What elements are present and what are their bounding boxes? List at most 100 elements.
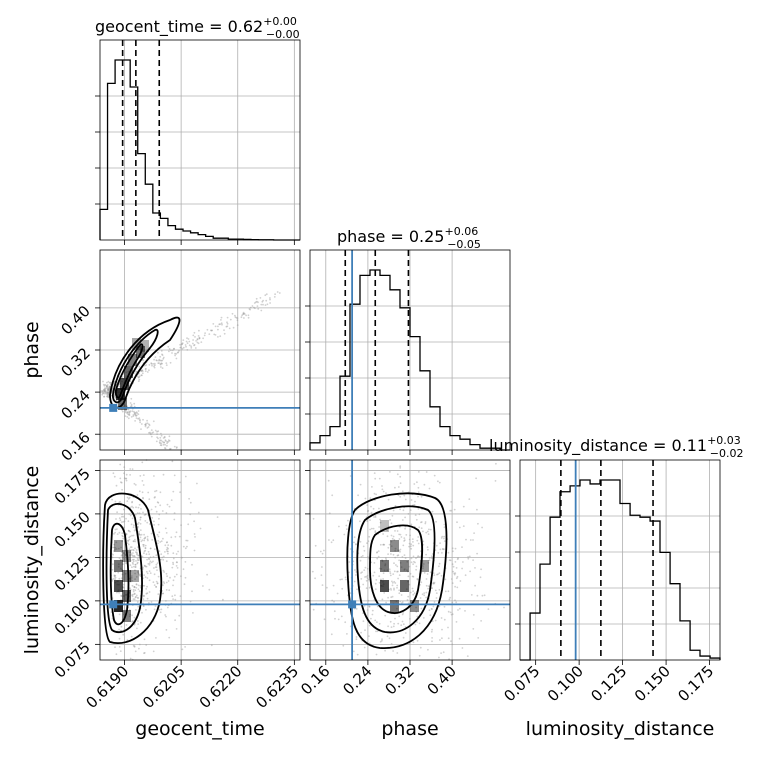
scatter-point <box>389 570 391 573</box>
scatter-point <box>111 568 114 571</box>
x-tick-label: 0.6235 <box>252 662 302 712</box>
scatter-point <box>122 535 124 538</box>
scatter-point <box>108 388 110 391</box>
scatter-point <box>139 421 141 424</box>
title-luminosity-distance: luminosity_distance = 0.11+0.03 −0.02 <box>489 434 744 460</box>
scatter-point <box>157 501 160 504</box>
scatter-point <box>134 578 136 580</box>
scatter-point <box>134 484 137 486</box>
scatter-point <box>448 598 451 601</box>
scatter-point <box>390 643 393 645</box>
scatter-point <box>175 628 178 630</box>
scatter-point <box>336 592 339 595</box>
scatter-point <box>162 443 165 446</box>
scatter-point <box>107 388 109 391</box>
scatter-point <box>456 558 459 561</box>
scatter-point <box>433 574 436 576</box>
scatter-point <box>112 472 115 475</box>
scatter-point <box>399 482 402 485</box>
scatter-point <box>121 532 124 535</box>
scatter-point <box>438 656 440 659</box>
density-cell <box>390 540 399 552</box>
scatter-point <box>229 318 232 321</box>
scatter-point <box>431 640 433 643</box>
scatter-point <box>137 554 140 557</box>
scatter-point <box>120 558 122 561</box>
scatter-point <box>157 593 160 595</box>
scatter-point <box>152 581 155 584</box>
scatter-point <box>472 628 475 630</box>
scatter-point <box>476 552 478 555</box>
scatter-point <box>129 535 132 538</box>
scatter-point <box>129 530 131 533</box>
scatter-point <box>342 644 345 647</box>
scatter-point <box>197 342 200 345</box>
scatter-point <box>153 475 155 477</box>
scatter-point <box>319 550 322 553</box>
scatter-point <box>432 605 435 608</box>
scatter-point <box>136 627 138 630</box>
scatter-point <box>328 539 330 541</box>
scatter-point <box>107 392 110 395</box>
panel-geocent-time-phase: 0.160.240.320.40 <box>57 249 301 465</box>
scatter-point <box>116 591 118 594</box>
scatter-point <box>131 561 134 564</box>
scatter-point <box>399 467 402 469</box>
scatter-point <box>134 596 137 599</box>
scatter-point <box>400 624 403 627</box>
scatter-point <box>221 323 223 326</box>
scatter-point <box>470 594 473 596</box>
scatter-point <box>476 594 479 597</box>
scatter-point <box>120 481 122 484</box>
scatter-point <box>454 572 457 575</box>
scatter-point <box>212 323 215 325</box>
scatter-point <box>141 370 144 372</box>
scatter-point <box>453 572 456 575</box>
scatter-point <box>413 592 416 595</box>
scatter-point <box>103 395 106 398</box>
density-cell <box>400 560 409 572</box>
scatter-point <box>422 540 425 543</box>
scatter-point <box>366 577 369 579</box>
scatter-point <box>140 370 143 373</box>
scatter-point <box>172 561 174 564</box>
scatter-point <box>399 465 402 468</box>
scatter-point <box>152 560 154 563</box>
scatter-point <box>132 644 135 647</box>
scatter-point <box>226 325 229 328</box>
scatter-point <box>146 577 149 579</box>
density-cell <box>114 540 123 552</box>
scatter-point <box>160 359 163 362</box>
scatter-point <box>137 417 139 420</box>
scatter-point <box>143 533 145 536</box>
scatter-point <box>432 582 435 585</box>
scatter-point <box>206 573 208 576</box>
scatter-point <box>412 593 415 596</box>
scatter-point <box>456 575 459 578</box>
scatter-point <box>253 302 256 304</box>
scatter-point <box>141 369 143 372</box>
y-tick-label: 0.125 <box>51 551 94 594</box>
scatter-point <box>122 520 125 523</box>
scatter-point <box>431 608 433 610</box>
scatter-point <box>128 548 131 551</box>
scatter-point <box>132 549 135 552</box>
scatter-point <box>415 557 417 560</box>
histogram-step <box>99 59 300 241</box>
scatter-point <box>416 578 419 581</box>
panel-geocent-time-hist <box>95 39 301 245</box>
scatter-point <box>108 389 111 392</box>
scatter-point <box>155 440 158 443</box>
scatter-point <box>405 534 408 536</box>
scatter-point <box>409 528 412 531</box>
scatter-point <box>494 480 497 482</box>
histogram-step <box>309 269 510 451</box>
scatter-point <box>165 548 168 551</box>
scatter-point <box>123 472 125 475</box>
scatter-point <box>226 316 229 319</box>
scatter-point <box>399 475 402 478</box>
scatter-point <box>180 575 182 578</box>
scatter-point <box>255 301 257 303</box>
scatter-point <box>255 297 258 300</box>
scatter-point <box>140 370 142 372</box>
